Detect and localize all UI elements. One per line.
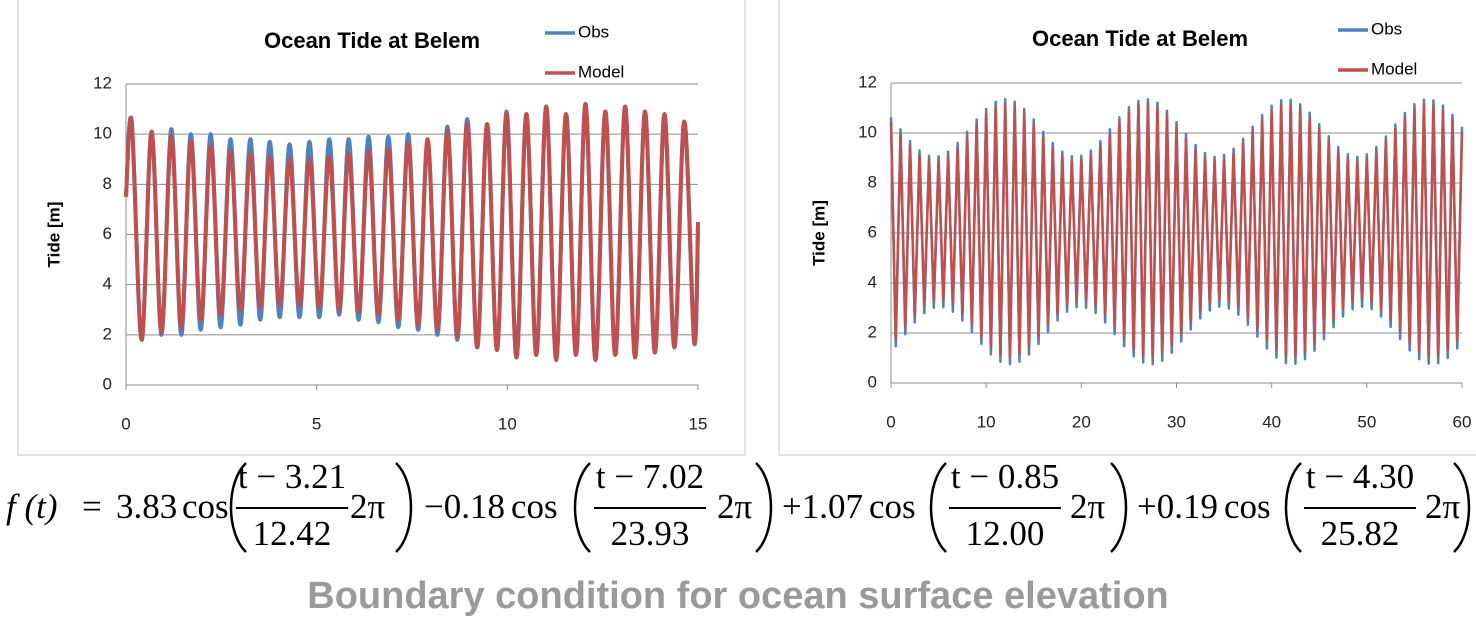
eq-denominator: 23.93 — [611, 514, 690, 553]
eq-paren — [1284, 462, 1302, 553]
y-tick-label: 12 — [858, 72, 877, 91]
x-tick-label: 50 — [1357, 412, 1376, 431]
eq-paren — [229, 462, 247, 553]
eq-paren — [929, 462, 947, 553]
eq-paren — [395, 462, 413, 553]
legend-label: Obs — [578, 22, 609, 41]
eq-func: cos — [182, 487, 229, 526]
eq-numerator: t − 3.21 — [238, 457, 346, 496]
y-tick-label: 10 — [93, 124, 112, 143]
y-tick-label: 10 — [858, 122, 877, 141]
x-tick-label: 40 — [1262, 412, 1281, 431]
y-tick-label: 6 — [868, 222, 877, 241]
eq-factor: 2π — [350, 487, 386, 526]
x-tick-label: 0 — [886, 412, 895, 431]
x-tick-label: 15 — [689, 414, 708, 433]
y-tick-label: 4 — [103, 274, 112, 293]
y-tick-label: 6 — [103, 224, 112, 243]
eq-denominator: 25.82 — [1321, 514, 1400, 553]
eq-coef: 3.83 — [116, 487, 177, 526]
x-tick-label: 10 — [977, 412, 996, 431]
chart-frame — [778, 0, 1476, 456]
y-tick-label: 0 — [868, 372, 877, 391]
eq-coef: −0.18 — [424, 487, 505, 526]
eq-factor: 2π — [717, 487, 753, 526]
eq-paren — [755, 462, 773, 553]
y-axis-label: Tide [m] — [44, 202, 63, 268]
eq-numerator: t − 0.85 — [951, 457, 1059, 496]
eq-denominator: 12.00 — [966, 514, 1045, 553]
eq-paren — [573, 462, 591, 553]
y-tick-label: 4 — [868, 272, 877, 291]
x-tick-label: 5 — [312, 414, 321, 433]
eq-numerator: t − 4.30 — [1306, 457, 1414, 496]
series-line — [889, 98, 1464, 366]
eq-function: f (t) — [6, 487, 58, 526]
legend-label: Model — [578, 62, 624, 81]
eq-func: cos — [1224, 487, 1271, 526]
chart-frame — [17, 0, 746, 456]
eq-coef: +1.07 — [782, 487, 863, 526]
eq-equals: = — [82, 487, 102, 526]
y-tick-label: 2 — [103, 324, 112, 343]
y-axis-label: Tide [m] — [809, 200, 828, 266]
eq-factor: 2π — [1425, 487, 1461, 526]
chart-title: Ocean Tide at Belem — [1032, 26, 1248, 51]
series-line — [889, 103, 1464, 358]
caption: Boundary condition for ocean surface ele… — [307, 575, 1169, 617]
y-tick-label: 8 — [103, 174, 112, 193]
eq-coef: +0.19 — [1137, 487, 1218, 526]
y-tick-label: 2 — [868, 322, 877, 341]
x-tick-label: 0 — [121, 414, 130, 433]
x-tick-label: 60 — [1453, 412, 1472, 431]
eq-func: cos — [869, 487, 916, 526]
eq-denominator: 12.42 — [253, 514, 332, 553]
series-line — [124, 102, 700, 362]
eq-factor: 2π — [1070, 487, 1106, 526]
x-tick-label: 20 — [1072, 412, 1091, 431]
eq-func: cos — [511, 487, 558, 526]
y-tick-label: 0 — [103, 374, 112, 393]
eq-paren — [1453, 462, 1471, 553]
y-tick-label: 12 — [93, 73, 112, 92]
x-tick-label: 10 — [498, 414, 517, 433]
chart-title: Ocean Tide at Belem — [264, 28, 480, 53]
x-tick-label: 30 — [1167, 412, 1186, 431]
legend-label: Model — [1371, 59, 1417, 78]
eq-paren — [1110, 462, 1128, 553]
legend-label: Obs — [1371, 19, 1402, 38]
y-tick-label: 8 — [868, 172, 877, 191]
eq-numerator: t − 7.02 — [596, 457, 704, 496]
